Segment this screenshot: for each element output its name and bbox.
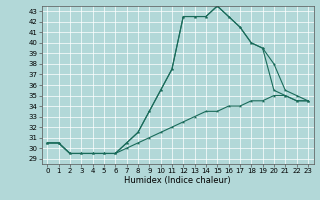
X-axis label: Humidex (Indice chaleur): Humidex (Indice chaleur) [124, 176, 231, 185]
